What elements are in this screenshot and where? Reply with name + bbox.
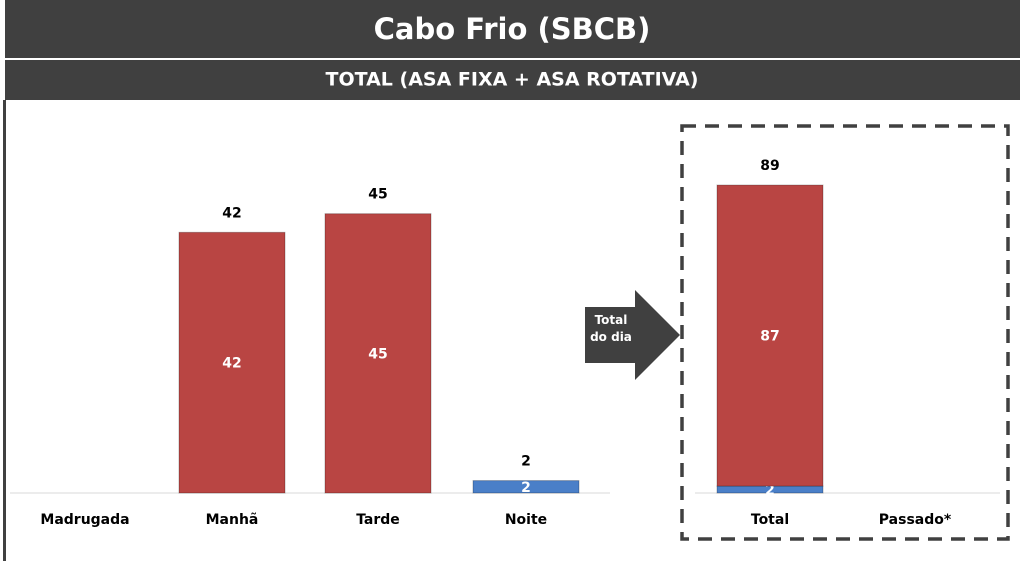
x-tick-label: Passado* [879,512,952,528]
segment-label: 45 [368,346,387,362]
total-label: 89 [760,158,779,174]
arrow [585,290,680,380]
x-tick-label: Total [751,512,789,528]
bar-segment [178,231,286,494]
left-border [3,100,6,561]
segment-label: 2 [765,483,775,499]
x-tick-label: Madrugada [40,512,129,528]
arrow-label: Total do dia [590,313,632,344]
segment-label: 87 [760,329,779,345]
total-label: 45 [368,187,387,203]
arrow-label-box: Total do dia [590,313,632,344]
segment-label: 42 [222,356,241,372]
bar-segment [324,213,432,494]
bar-segment [472,480,580,494]
title: Cabo Frio (SBCB) [374,12,651,46]
subtitle: TOTAL (ASA FIXA + ASA ROTATIVA) [325,69,698,91]
segment-label: 2 [521,480,531,496]
total-label: 42 [222,205,241,221]
subtitle-bar [5,60,1020,100]
bar-segment [716,184,824,487]
title-bar [5,0,1020,58]
x-tick-label: Noite [505,512,547,528]
dashed-box [680,124,1010,541]
x-tick-label: Tarde [356,512,400,528]
total-label: 2 [521,454,531,470]
x-tick-label: Manhã [206,512,259,528]
